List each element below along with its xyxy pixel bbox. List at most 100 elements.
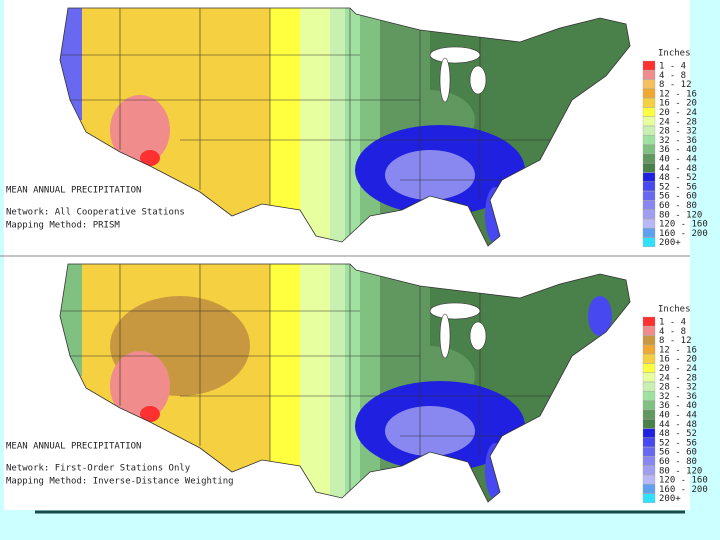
legend-swatch xyxy=(642,363,656,373)
legend-swatch xyxy=(642,79,656,89)
map-method: Mapping Method: PRISM xyxy=(6,221,120,231)
legend-swatch xyxy=(642,335,656,345)
legend-swatch xyxy=(642,354,656,364)
legend-swatch xyxy=(642,344,656,355)
legend-label: 160 - 200 xyxy=(659,229,708,239)
bottom-band xyxy=(0,510,720,540)
map-network: Network: First-Order Stations Only xyxy=(6,464,191,474)
legend-label: 20 - 24 xyxy=(659,108,697,118)
legend-label: 4 - 8 xyxy=(659,71,686,81)
map-method: Mapping Method: Inverse-Distance Weighti… xyxy=(6,477,234,487)
legend-label: 56 - 60 xyxy=(659,192,697,202)
legend-swatch xyxy=(642,209,656,219)
precip-zone xyxy=(110,351,170,421)
legend-swatch xyxy=(642,400,656,410)
legend-label: 1 - 4 xyxy=(659,62,686,72)
legend-label: 52 - 56 xyxy=(659,438,697,448)
precip-zone xyxy=(485,187,505,243)
precip-zone xyxy=(330,8,345,246)
legend-label: 32 - 36 xyxy=(659,136,697,146)
legend-label: 120 - 160 xyxy=(659,220,708,230)
lake xyxy=(469,65,487,95)
legend-label: 36 - 40 xyxy=(659,401,697,411)
precip-zone xyxy=(110,95,170,165)
legend-swatch xyxy=(642,447,656,457)
legend-swatch xyxy=(642,153,656,164)
legend-swatch xyxy=(642,228,656,238)
precip-zone xyxy=(360,264,380,502)
legend-label: 60 - 80 xyxy=(659,457,697,467)
precip-zone xyxy=(300,8,330,246)
legend-swatch xyxy=(642,98,656,108)
legend-label: 36 - 40 xyxy=(659,145,697,155)
precip-zone xyxy=(270,8,300,246)
legend-label: 160 - 200 xyxy=(659,485,708,495)
legend-label: 48 - 52 xyxy=(659,429,697,439)
legend-label: 12 - 16 xyxy=(659,89,697,99)
legend-swatch xyxy=(642,381,656,392)
precip-zone xyxy=(588,40,612,80)
legend-label: 16 - 20 xyxy=(659,355,697,365)
map-network: Network: All Cooperative Stations xyxy=(6,208,185,218)
legend-swatch xyxy=(642,391,656,401)
legend-swatch xyxy=(642,200,656,210)
legend-label: 40 - 44 xyxy=(659,155,697,165)
precip-zone xyxy=(140,406,160,422)
legend-swatch xyxy=(642,88,656,99)
precip-zone xyxy=(385,406,475,456)
legend-swatch xyxy=(642,465,656,475)
lake xyxy=(429,302,481,320)
legend-label: 16 - 20 xyxy=(659,99,697,109)
legend-swatch xyxy=(642,484,656,494)
precip-zone xyxy=(270,264,300,502)
legend-label: 48 - 52 xyxy=(659,173,697,183)
legend-swatch xyxy=(642,456,656,466)
precip-zone xyxy=(300,264,330,502)
legend-label: 8 - 12 xyxy=(659,80,692,90)
legend-swatch xyxy=(642,474,656,485)
precip-zone xyxy=(330,264,345,502)
legend-swatch xyxy=(642,237,656,247)
map-panel: MEAN ANNUAL PRECIPITATION Network: All Co… xyxy=(6,7,708,248)
lake xyxy=(439,57,451,103)
us-outline xyxy=(59,7,631,247)
precip-zone xyxy=(360,8,380,246)
legend-label: 56 - 60 xyxy=(659,448,697,458)
map-title: MEAN ANNUAL PRECIPITATION xyxy=(6,186,141,196)
legend-swatch xyxy=(642,218,656,229)
legend-title: Inches xyxy=(658,49,691,59)
legend-swatch xyxy=(642,172,656,182)
lake xyxy=(429,46,481,64)
legend-swatch xyxy=(642,316,656,327)
legend-swatch xyxy=(642,493,656,503)
legend-label: 1 - 4 xyxy=(659,318,686,328)
lake xyxy=(469,321,487,351)
map-panel: MEAN ANNUAL PRECIPITATION Network: First-… xyxy=(6,263,708,504)
us-map xyxy=(60,8,630,246)
precip-zone xyxy=(140,150,160,166)
legend-swatch xyxy=(642,191,656,201)
legend-label: 4 - 8 xyxy=(659,327,686,337)
legend-swatch xyxy=(642,181,656,192)
legend-swatch xyxy=(642,163,656,173)
legend-swatch xyxy=(642,437,656,448)
legend-label: 60 - 80 xyxy=(659,201,697,211)
legend-label: 24 - 28 xyxy=(659,117,697,127)
legend-label: 80 - 120 xyxy=(659,210,702,220)
legend-label: 200+ xyxy=(659,238,681,248)
legend-swatch xyxy=(642,70,656,80)
map-title: MEAN ANNUAL PRECIPITATION xyxy=(6,442,141,452)
precip-zone xyxy=(588,296,612,336)
legend-swatch xyxy=(642,107,656,117)
right-band xyxy=(690,0,720,540)
legend-label: 20 - 24 xyxy=(659,364,697,374)
legend-swatch xyxy=(642,116,656,126)
us-outline xyxy=(59,263,631,503)
legend-label: 120 - 160 xyxy=(659,476,708,486)
legend-label: 200+ xyxy=(659,494,681,504)
legend-label: 44 - 48 xyxy=(659,164,697,174)
legend-swatch xyxy=(642,372,656,382)
legend-label: 28 - 32 xyxy=(659,127,697,137)
